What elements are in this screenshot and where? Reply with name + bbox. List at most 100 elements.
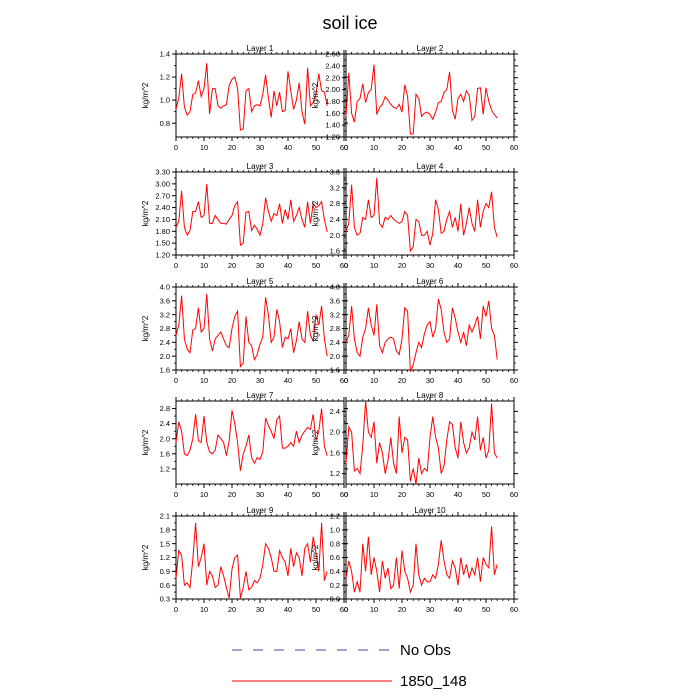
y-tick-label: 2.10 [155, 215, 170, 224]
figure-title: soil ice [322, 13, 377, 33]
y-tick-label: 0.8 [160, 119, 170, 128]
x-tick-label: 40 [454, 490, 462, 499]
x-tick-label: 60 [340, 490, 348, 499]
y-tick-label: 0.9 [160, 567, 170, 576]
plot-frame [345, 171, 515, 256]
x-tick-label: 20 [398, 376, 406, 385]
panel-layer-8: Layer 8 kg/m^2 0 10 20 30 40 50 60 1.2 1.6 2.0 2.4 [311, 391, 518, 499]
x-tick-label: 60 [340, 605, 348, 614]
x-tick-label: 60 [510, 143, 518, 152]
y-tick-label: 4.0 [160, 283, 170, 292]
panel-title: Layer 6 [417, 277, 444, 286]
panel-title: Layer 7 [247, 391, 274, 400]
x-tick-label: 10 [370, 490, 378, 499]
x-tick-label: 40 [454, 376, 462, 385]
x-tick-label: 50 [312, 143, 320, 152]
x-tick-label: 50 [482, 605, 490, 614]
x-tick-label: 0 [174, 376, 178, 385]
x-tick-label: 40 [454, 605, 462, 614]
series-line [175, 522, 328, 599]
y-tick-label: 1.6 [160, 366, 170, 375]
y-tick-label: 3.2 [160, 310, 170, 319]
x-tick-label: 40 [284, 143, 292, 152]
y-axis-label: kg/m^2 [311, 315, 320, 341]
x-tick-label: 10 [200, 376, 208, 385]
y-tick-label: 3.00 [155, 179, 170, 188]
series-line [175, 293, 328, 368]
y-tick-label: 2.1 [160, 512, 170, 521]
x-tick-label: 30 [256, 490, 264, 499]
series-line [345, 400, 498, 485]
panels: Layer 1 kg/m^2 0 10 20 30 40 50 60 0.8 1.0 1.2 1.4 La… [141, 44, 518, 614]
y-tick-label: 0.3 [160, 595, 170, 604]
y-tick-label: 1.5 [160, 539, 170, 548]
x-tick-label: 30 [426, 143, 434, 152]
y-tick-label: 1.60 [325, 109, 340, 118]
x-tick-label: 30 [256, 261, 264, 270]
legend: No Obs 1850_148 [232, 642, 467, 690]
x-tick-label: 10 [200, 490, 208, 499]
x-tick-label: 20 [398, 605, 406, 614]
plot-frame [345, 53, 515, 138]
y-tick-label: 4.0 [330, 283, 340, 292]
series-line [345, 64, 498, 135]
x-tick-label: 0 [174, 143, 178, 152]
y-tick-label: 3.6 [160, 296, 170, 305]
x-tick-label: 60 [510, 376, 518, 385]
x-tick-label: 20 [398, 261, 406, 270]
x-tick-label: 20 [228, 261, 236, 270]
y-tick-label: 1.80 [325, 97, 340, 106]
panel-layer-3: Layer 3 kg/m^2 0 10 20 30 40 50 60 1.20 1.50 1.80 2.… [141, 162, 348, 270]
y-tick-label: 2.0 [330, 352, 340, 361]
x-tick-label: 50 [482, 143, 490, 152]
x-tick-label: 40 [454, 261, 462, 270]
y-axis-label: kg/m^2 [141, 200, 150, 226]
y-tick-label: 2.4 [160, 419, 170, 428]
y-tick-label: 3.6 [330, 168, 340, 177]
x-tick-label: 0 [344, 605, 348, 614]
y-tick-label: 0.2 [330, 581, 340, 590]
y-tick-label: 1.2 [160, 465, 170, 474]
panel-layer-7: Layer 7 kg/m^2 0 10 20 30 40 50 60 1.2 1.6 2.0 2.4 2.… [141, 391, 348, 499]
y-tick-label: 2.8 [330, 199, 340, 208]
x-tick-label: 40 [284, 376, 292, 385]
y-tick-label: 1.2 [160, 73, 170, 82]
x-tick-label: 40 [454, 143, 462, 152]
panel-title: Layer 4 [417, 162, 444, 171]
y-axis-label: kg/m^2 [311, 82, 320, 108]
y-tick-label: 0.0 [330, 595, 340, 604]
y-tick-label: 2.4 [160, 338, 170, 347]
y-tick-label: 3.6 [330, 296, 340, 305]
x-tick-label: 60 [340, 143, 348, 152]
x-tick-label: 0 [344, 143, 348, 152]
y-tick-label: 1.4 [160, 50, 170, 59]
y-tick-label: 1.0 [160, 96, 170, 105]
x-tick-label: 50 [482, 261, 490, 270]
y-tick-label: 2.40 [325, 61, 340, 70]
x-tick-label: 50 [312, 605, 320, 614]
x-tick-label: 40 [284, 490, 292, 499]
panel-title: Layer 3 [247, 162, 274, 171]
y-tick-label: 2.00 [325, 85, 340, 94]
x-tick-label: 0 [174, 261, 178, 270]
y-tick-label: 1.6 [160, 449, 170, 458]
x-tick-label: 50 [312, 376, 320, 385]
x-tick-label: 20 [228, 143, 236, 152]
x-tick-label: 10 [370, 261, 378, 270]
y-tick-label: 2.70 [155, 191, 170, 200]
series-line [345, 177, 498, 253]
x-tick-label: 20 [398, 143, 406, 152]
panel-title: Layer 10 [414, 506, 446, 515]
x-tick-label: 30 [426, 605, 434, 614]
y-tick-label: 2.60 [325, 50, 340, 59]
y-tick-label: 3.2 [330, 183, 340, 192]
x-tick-label: 20 [228, 376, 236, 385]
x-tick-label: 60 [340, 376, 348, 385]
x-tick-label: 10 [370, 376, 378, 385]
y-tick-label: 2.20 [325, 73, 340, 82]
legend-model-label: 1850_148 [400, 673, 467, 690]
y-tick-label: 2.0 [330, 231, 340, 240]
y-tick-label: 1.6 [330, 448, 340, 457]
y-tick-label: 1.2 [330, 469, 340, 478]
series-line [175, 408, 328, 471]
